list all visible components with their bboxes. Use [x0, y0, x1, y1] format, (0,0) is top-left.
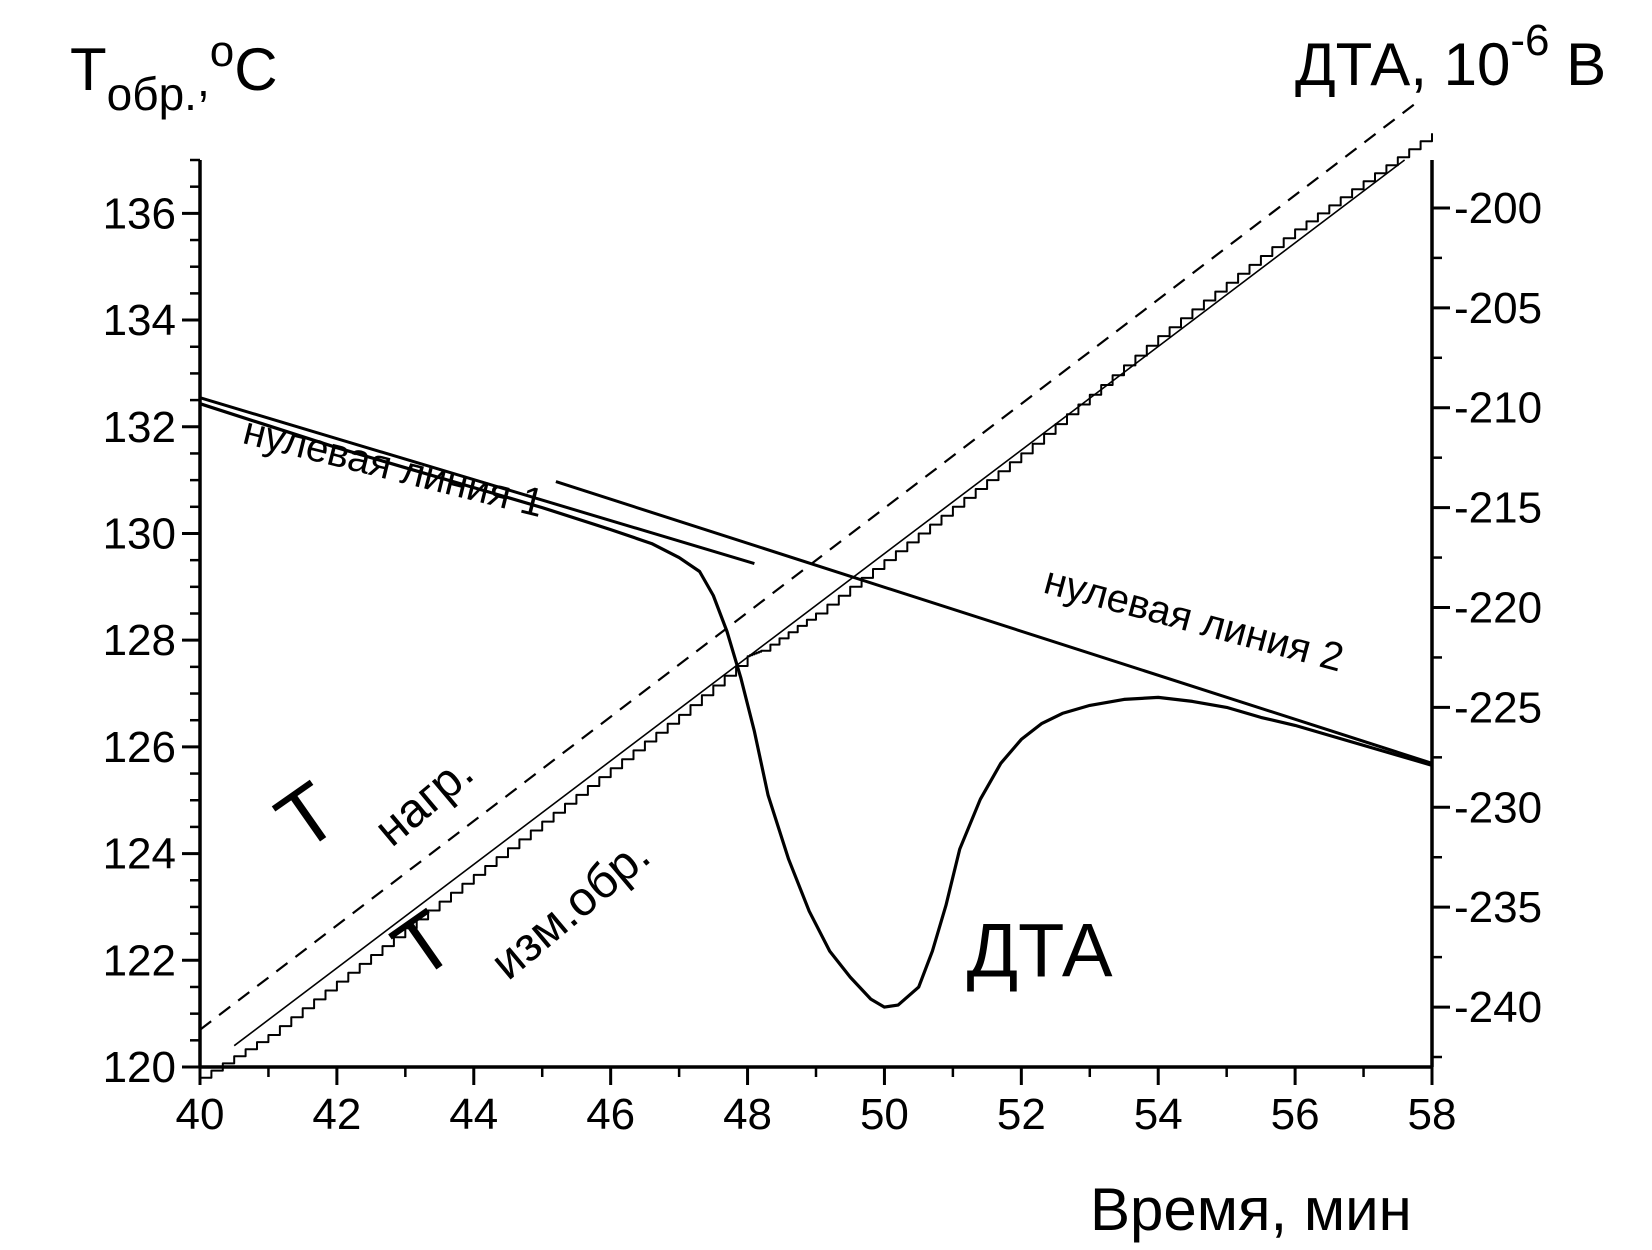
baseline-tangent-line: [199, 396, 755, 566]
x-tick-label: 44: [449, 1090, 498, 1139]
annotation-label: нулевая линия 1: [239, 409, 548, 526]
tick-labels: 40 42 44 46 48 50 52 54 56 58 120 122 124 126 128 130 13…: [103, 184, 1543, 1139]
left-tick-label: 120: [103, 1043, 176, 1092]
x-tick-label: 42: [312, 1090, 361, 1139]
right-axis-title: ДТА, 10-6 В: [1295, 16, 1606, 98]
left-axis-title-sup: o: [210, 27, 234, 76]
right-tick-label: -205: [1454, 284, 1542, 333]
right-tick-label: -210: [1454, 384, 1542, 433]
sample-temperature-measured-line: [200, 133, 1433, 1079]
x-tick-label: 48: [723, 1090, 772, 1139]
right-tick-label: -200: [1454, 184, 1542, 233]
left-tick-label: 122: [103, 936, 176, 985]
right-tick-label: -225: [1454, 683, 1542, 732]
right-tick-label: -230: [1454, 783, 1542, 832]
series-group: [199, 100, 1433, 1079]
annotation-label: нагр.: [365, 745, 484, 857]
left-axis-title-main: T: [70, 36, 107, 103]
x-tick-label: 58: [1408, 1090, 1457, 1139]
left-tick-label: 126: [103, 723, 176, 772]
x-tick-label: 46: [586, 1090, 635, 1139]
right-tick-label: -215: [1454, 484, 1542, 533]
right-axis-title-sup: -6: [1510, 16, 1549, 65]
left-axis-title-unit: C: [234, 36, 277, 103]
sample-temperature-fit-line: [233, 159, 1406, 1047]
right-tick-label: -240: [1454, 983, 1542, 1032]
dta-curve: [199, 402, 1433, 1009]
left-tick-label: 130: [103, 509, 176, 558]
x-axis-title: Время, мин: [1090, 1176, 1412, 1243]
annotation-label: T: [377, 893, 470, 996]
left-axis-title-sep: ,: [197, 54, 210, 106]
annotation-label: T: [261, 765, 354, 868]
x-tick-label: 54: [1134, 1090, 1183, 1139]
left-tick-label: 124: [103, 830, 176, 879]
baseline-tangent-line: [555, 480, 1433, 765]
left-axis-title-sub: обр.: [107, 68, 197, 120]
annotation-label: нулевая линия 2: [1040, 558, 1349, 680]
heater-temperature-line: [199, 100, 1419, 1031]
left-axis-title: Tобр.,oC: [70, 27, 278, 120]
left-tick-label: 136: [103, 189, 176, 238]
right-tick-label: -235: [1454, 883, 1542, 932]
right-axis-title-unit: В: [1550, 31, 1607, 98]
tick-marks: [182, 158, 1450, 1085]
left-tick-label: 134: [103, 296, 176, 345]
x-tick-label: 52: [997, 1090, 1046, 1139]
x-tick-label: 50: [860, 1090, 909, 1139]
annotation-label: ДТА: [967, 908, 1113, 993]
right-axis-title-main: ДТА, 10: [1295, 31, 1510, 98]
x-tick-label: 40: [176, 1090, 225, 1139]
left-tick-label: 128: [103, 616, 176, 665]
right-tick-label: -220: [1454, 584, 1542, 633]
x-tick-label: 56: [1271, 1090, 1320, 1139]
left-tick-label: 132: [103, 403, 176, 452]
